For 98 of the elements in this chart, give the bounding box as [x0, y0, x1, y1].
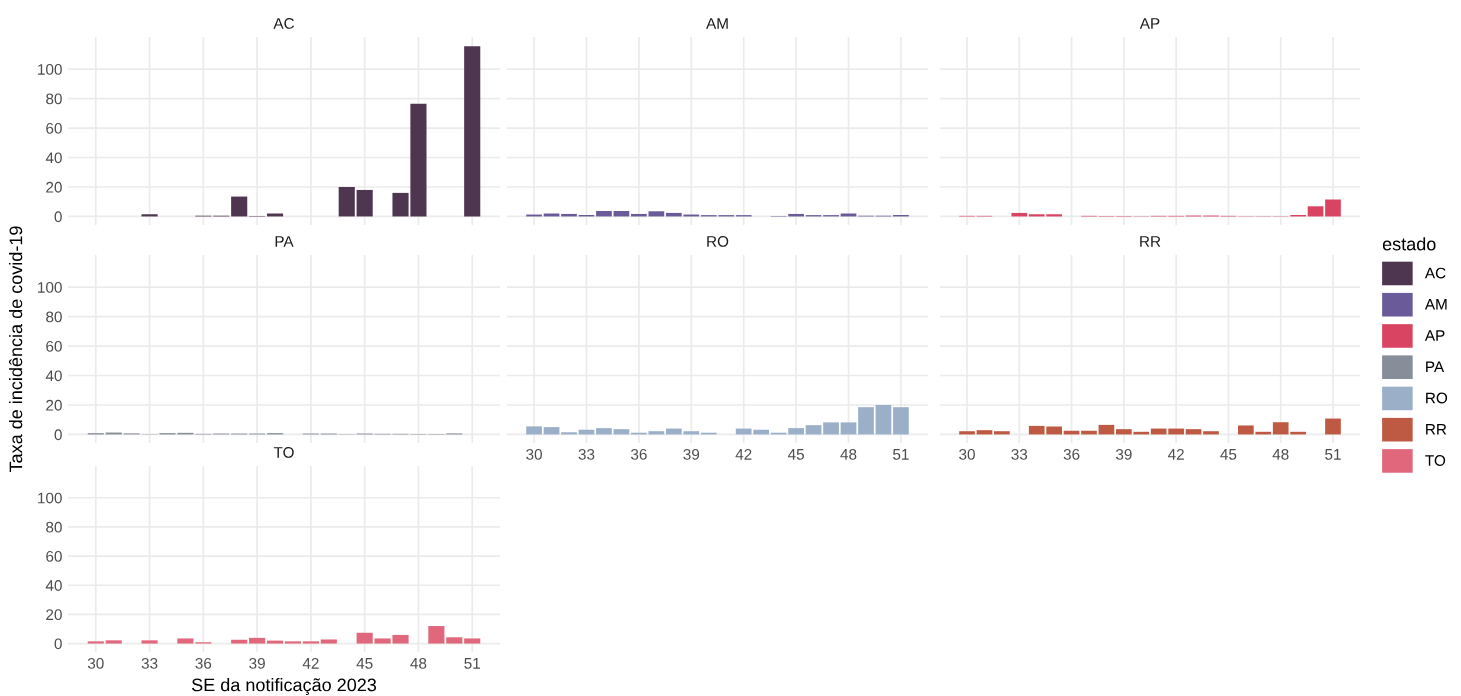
x-tick-label: 30 — [959, 448, 975, 460]
x-tick-label: 36 — [1063, 448, 1080, 460]
bar — [231, 196, 248, 217]
bar — [526, 426, 542, 435]
bar — [105, 640, 122, 644]
x-tick-label: 36 — [195, 657, 212, 669]
bar — [1185, 429, 1202, 435]
y-tick-label: 80 — [46, 93, 62, 105]
chart-title: RO — [707, 236, 729, 247]
x-tick-label: 30 — [526, 448, 542, 460]
y-tick-label: 40 — [45, 580, 62, 591]
legend-label: PA — [1426, 361, 1445, 373]
chart-title: TO — [273, 447, 294, 458]
bar — [1307, 206, 1324, 217]
bar — [428, 626, 445, 644]
x-tick-label: 45 — [1220, 449, 1237, 460]
legend-label: TO — [1425, 455, 1446, 466]
x-tick-label: 39 — [683, 448, 700, 460]
bar — [356, 632, 373, 644]
bar — [805, 425, 822, 435]
x-tick-label: 33 — [141, 657, 158, 669]
bar — [1098, 424, 1115, 435]
y-tick-label: 100 — [38, 63, 62, 75]
bar — [858, 407, 874, 435]
bar — [302, 641, 319, 644]
bar — [87, 641, 104, 644]
bar — [356, 189, 373, 217]
bar — [823, 422, 839, 435]
bar — [338, 186, 355, 217]
y-tick-label: 60 — [46, 340, 62, 352]
y-tick-label: 80 — [46, 521, 62, 533]
x-tick-label: 39 — [1115, 448, 1132, 460]
y-tick-label: 40 — [45, 370, 62, 382]
legend-label: AC — [1424, 267, 1446, 279]
legend-label: RO — [1426, 392, 1448, 404]
y-tick-label: 0 — [54, 429, 62, 441]
bar — [976, 430, 993, 435]
bar — [231, 639, 248, 644]
x-tick-label: 33 — [578, 448, 595, 460]
x-tick-label: 39 — [249, 657, 265, 669]
bar — [561, 432, 577, 435]
x-tick-label: 36 — [630, 448, 647, 460]
y-tick-label: 60 — [46, 122, 62, 134]
x-tick-label: 51 — [893, 449, 909, 460]
bar — [320, 639, 337, 644]
bar — [840, 422, 857, 435]
bar — [446, 637, 463, 644]
x-tick-label: 30 — [87, 657, 104, 669]
x-tick-label: 45 — [787, 449, 804, 460]
x-tick-label: 51 — [1325, 449, 1341, 460]
legend-label: AM — [1424, 299, 1447, 310]
chart-title: PA — [275, 236, 294, 247]
x-tick-label: 42 — [1168, 448, 1184, 460]
x-tick-label: 42 — [735, 448, 752, 460]
bar — [1325, 199, 1341, 217]
bar — [613, 429, 630, 435]
x-tick-label: 51 — [464, 658, 480, 669]
y-tick-label: 0 — [54, 211, 62, 223]
bar — [959, 431, 975, 435]
bar — [266, 640, 284, 644]
bar — [141, 214, 158, 217]
bar — [464, 638, 481, 644]
y-tick-label: 100 — [38, 492, 62, 504]
y-tick-label: 100 — [38, 281, 62, 293]
bar — [177, 638, 194, 644]
y-tick-label: 20 — [46, 399, 62, 411]
legend-title: estado — [1382, 237, 1436, 251]
bar — [543, 427, 560, 435]
x-tick-label: 48 — [1272, 448, 1289, 460]
bar — [141, 640, 158, 644]
x-tick-label: 33 — [1011, 448, 1028, 460]
bar — [596, 428, 612, 435]
bar — [875, 404, 892, 435]
y-tick-label: 0 — [54, 638, 62, 650]
chart-title: RR — [1140, 236, 1161, 247]
legend-label: RR — [1426, 424, 1447, 435]
bar — [893, 407, 909, 435]
y-tick-label: 20 — [46, 181, 62, 193]
y-tick-label: 60 — [46, 550, 62, 562]
bar — [284, 641, 302, 644]
y-tick-label: 80 — [46, 311, 62, 323]
bar — [1325, 418, 1341, 435]
y-tick-label: 40 — [45, 152, 62, 164]
x-axis-title: SE da notificação 2023 — [191, 678, 377, 695]
x-tick-label: 48 — [410, 657, 427, 669]
chart-title: AC — [273, 18, 295, 29]
chart-title: AP — [1139, 18, 1160, 29]
x-tick-label: 45 — [356, 658, 373, 669]
bar — [464, 46, 481, 217]
legend-label: AP — [1424, 330, 1445, 341]
y-axis-title: Taxa de incidência de covid-19 — [8, 226, 23, 473]
x-tick-label: 42 — [302, 657, 319, 669]
bar — [994, 431, 1010, 435]
bar — [249, 637, 266, 644]
x-tick-label: 48 — [840, 448, 857, 460]
y-tick-label: 20 — [46, 609, 62, 621]
chart-title: AM — [706, 18, 728, 29]
bar — [1203, 431, 1219, 435]
